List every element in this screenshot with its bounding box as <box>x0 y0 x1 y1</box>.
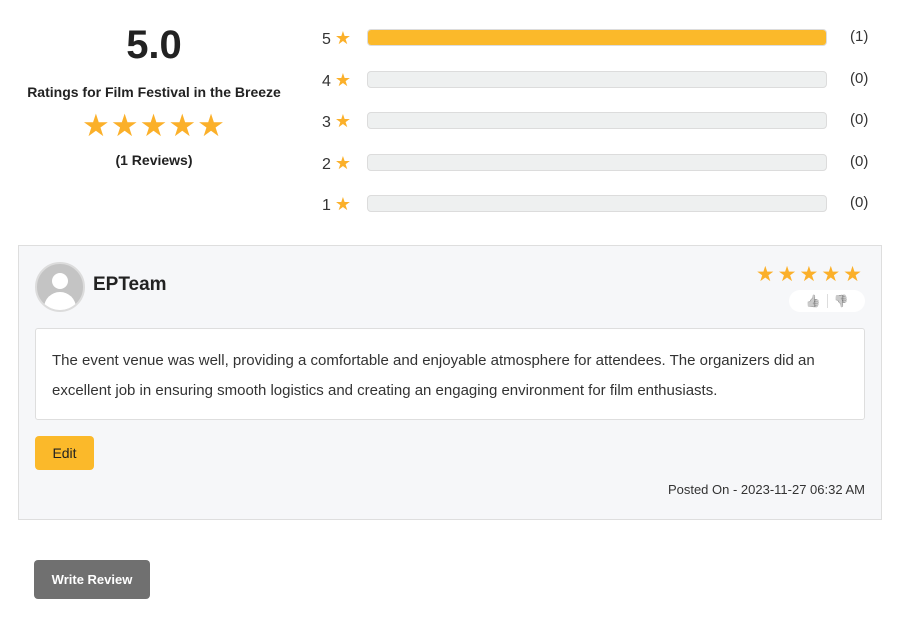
rating-row-1: 1 ★ (0) <box>320 194 880 236</box>
reviews-count: (1 Reviews) <box>115 152 193 168</box>
star-icon: ★ <box>334 28 352 48</box>
rating-bar <box>367 70 827 88</box>
rating-row-4: 4 ★ (0) <box>320 70 880 112</box>
star-level-label: 5 <box>322 31 331 48</box>
star-level-label: 2 <box>322 155 331 173</box>
rating-count: (1) <box>850 28 869 45</box>
star-level-label: 4 <box>322 72 331 90</box>
rating-count: (0) <box>850 111 869 128</box>
rating-row-3: 3 ★ (0) <box>320 111 880 153</box>
star-level: 4 ★ <box>322 70 351 91</box>
review-stars-icon: ★★★★★ <box>755 263 865 286</box>
rating-bar-fill <box>368 30 826 45</box>
rating-bar <box>367 112 827 129</box>
star-level-label: 3 <box>322 114 331 131</box>
posted-date: Posted On - 2023-11-27 06:32 AM <box>667 482 865 497</box>
star-icon: ★ <box>334 111 352 131</box>
review-card: EPTeam ★★★★★ 👍 👎 The event venue was wel… <box>18 245 882 520</box>
rating-bar <box>367 153 827 171</box>
rating-breakdown: 5 ★ (1) 4 ★ (0) 3 ★ (0) 2 ★ (0) 1 ★ (0) <box>320 28 880 236</box>
average-rating: 5.0 <box>126 23 182 67</box>
star-level: 2 ★ <box>322 153 351 174</box>
star-level: 1 ★ <box>322 194 351 215</box>
divider <box>826 294 828 308</box>
review-author: EPTeam <box>93 274 167 295</box>
vote-buttons: 👍 👎 <box>789 290 865 312</box>
thumbs-up-icon[interactable]: 👍 <box>805 294 821 308</box>
rating-row-5: 5 ★ (1) <box>320 28 880 70</box>
rating-count: (0) <box>850 194 869 211</box>
edit-button[interactable]: Edit <box>35 436 94 470</box>
star-icon: ★ <box>334 69 352 90</box>
star-icon: ★ <box>334 194 352 214</box>
rating-count: (0) <box>850 152 869 170</box>
star-level-label: 1 <box>322 197 331 214</box>
avatar <box>35 262 85 312</box>
rating-bar <box>367 29 827 46</box>
write-review-button[interactable]: Write Review <box>34 560 150 599</box>
star-level: 3 ★ <box>322 111 351 132</box>
rating-row-2: 2 ★ (0) <box>320 153 880 195</box>
average-stars-icon: ★★★★★ <box>82 108 226 143</box>
thumbs-down-icon[interactable]: 👎 <box>833 294 849 308</box>
rating-title: Ratings for Film Festival in the Breeze <box>27 84 281 100</box>
star-level: 5 ★ <box>322 28 351 49</box>
rating-bar <box>367 195 827 212</box>
review-text: The event venue was well, providing a co… <box>35 328 865 420</box>
rating-count: (0) <box>850 69 869 87</box>
rating-summary: 5.0 Ratings for Film Festival in the Bre… <box>8 20 300 168</box>
star-icon: ★ <box>334 152 352 173</box>
